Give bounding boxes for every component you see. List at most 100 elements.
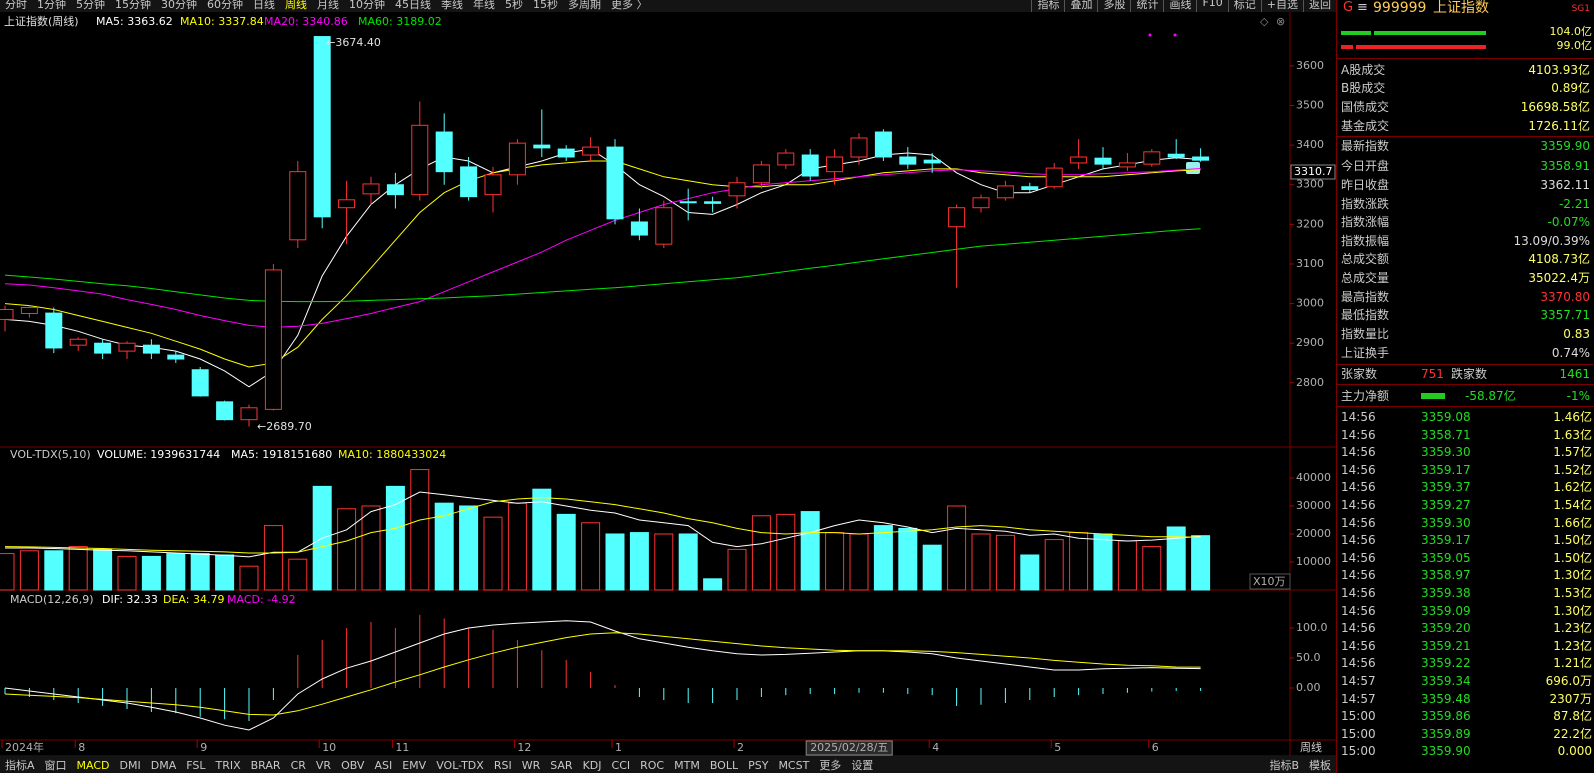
tool-button[interactable]: 标记 <box>1227 0 1261 12</box>
tool-button[interactable]: +自选 <box>1260 0 1303 12</box>
candle-body <box>704 201 722 204</box>
row-value: 4103.93亿 <box>1528 63 1590 77</box>
indicator-tabs: 指标A 窗口 MACD DMI DMA FSL TRIX BRAR CR VR OBV ASI EMV V… <box>0 756 1336 773</box>
volume-bar <box>1142 546 1162 591</box>
row-value: -0.07% <box>1547 215 1590 229</box>
separator <box>1337 58 1594 59</box>
period-button[interactable]: 10分钟 <box>349 0 385 11</box>
indicator-tab[interactable]: VR <box>315 759 332 772</box>
period-button[interactable]: 年线 <box>473 0 495 11</box>
volume-bar <box>0 553 15 591</box>
period-button[interactable]: 60分钟 <box>207 0 243 11</box>
indicator-tab[interactable]: 指标A <box>5 759 35 772</box>
period-button[interactable]: 日线 <box>253 0 275 11</box>
indicator-tab[interactable]: MCST <box>778 759 810 772</box>
indicator-tab[interactable]: CCI <box>611 759 631 772</box>
indicator-tab[interactable]: MACD <box>76 759 110 772</box>
indicator-tab[interactable]: WR <box>521 759 541 772</box>
tick-price: 3359.30 <box>1421 445 1471 460</box>
tick-time: 14:56 <box>1341 586 1376 600</box>
period-button[interactable]: 1分钟 <box>37 0 66 11</box>
candle-body <box>826 156 844 173</box>
indicator-tab[interactable]: DMA <box>150 759 177 772</box>
indicator-tab[interactable]: VOL-TDX <box>436 759 484 772</box>
row-value: 13.09/0.39% <box>1513 234 1590 248</box>
indicator-tab[interactable]: CR <box>290 759 306 772</box>
period-button[interactable]: 季线 <box>441 0 463 11</box>
tool-button[interactable]: 返回 <box>1303 0 1336 12</box>
indicator-tab[interactable]: FSL <box>186 759 206 772</box>
indicator-tab[interactable]: KDJ <box>582 759 602 772</box>
tick-price: 3359.09 <box>1421 603 1471 618</box>
row-label: 昨日收盘 <box>1341 178 1390 192</box>
tick-time: 14:56 <box>1341 550 1376 565</box>
tool-button[interactable]: 多股 <box>1097 0 1130 12</box>
indicator-tab[interactable]: EMV <box>402 759 427 772</box>
tick-volume: 1.30亿 <box>1553 568 1592 583</box>
indicator-tab[interactable]: RSI <box>493 759 512 772</box>
tick-volume: 1.30亿 <box>1553 603 1592 618</box>
volume-bar <box>776 513 796 591</box>
row-value: 1726.11亿 <box>1528 119 1590 133</box>
volume-bar <box>68 546 88 591</box>
tick-price: 3359.90 <box>1421 744 1471 759</box>
main-force-pct: -1% <box>1566 389 1590 403</box>
tool-button[interactable]: 统计 <box>1130 0 1163 12</box>
period-button[interactable]: 周线 <box>285 0 307 11</box>
period-button[interactable]: 分时 <box>5 0 27 11</box>
indicator-tab[interactable]: 设置 <box>851 759 874 772</box>
indicator-tab[interactable]: MTM <box>674 759 700 772</box>
volume-bar <box>1166 526 1186 591</box>
row-label: 指数振幅 <box>1341 234 1390 248</box>
tool-button[interactable]: F10 <box>1196 0 1227 12</box>
period-button[interactable]: 15分钟 <box>115 0 151 11</box>
indicator-tab[interactable]: BRAR <box>250 759 281 772</box>
period-button[interactable]: 5分钟 <box>76 0 105 11</box>
indicator-tab[interactable]: SAR <box>550 759 573 772</box>
period-button[interactable]: 30分钟 <box>161 0 197 11</box>
candle-body <box>191 369 209 397</box>
x-tick-label: 2024年 <box>5 740 44 754</box>
indicator-tab[interactable]: 模板 <box>1309 759 1331 772</box>
indicator-tab[interactable]: BOLL <box>709 759 739 772</box>
period-button[interactable]: 更多 〉 <box>611 0 648 11</box>
candle-body <box>435 131 453 173</box>
tool-button[interactable]: 画线 <box>1163 0 1196 12</box>
current-box <box>1290 164 1336 180</box>
volume-bar <box>800 511 820 591</box>
tick-volume: 87.8亿 <box>1553 709 1592 724</box>
volume-bar <box>654 533 674 591</box>
tick-volume: 1.57亿 <box>1553 445 1592 460</box>
period-button[interactable]: 45日线 <box>395 0 431 11</box>
tool-button[interactable]: 指标 <box>1031 0 1064 12</box>
indicator-tab[interactable]: 更多 <box>819 759 842 772</box>
x-tick-label: 9 <box>200 741 207 754</box>
indicator-tab[interactable]: TRIX <box>215 759 241 772</box>
tick-volume: 1.63亿 <box>1553 427 1592 442</box>
period-button[interactable]: 月线 <box>317 0 339 11</box>
indicator-tab[interactable]: DMI <box>119 759 141 772</box>
indicator-tab[interactable]: PSY <box>748 759 769 772</box>
row-value: 0.89亿 <box>1551 81 1590 95</box>
period-button[interactable]: 5秒 <box>505 0 523 11</box>
candle-body <box>728 182 746 197</box>
candle-body <box>630 221 648 236</box>
tick-time: 14:57 <box>1341 674 1376 688</box>
indicator-tab[interactable]: OBV <box>341 759 365 772</box>
period-button[interactable]: 15秒 <box>533 0 558 11</box>
y-tick-label: 2900 <box>1296 336 1324 349</box>
tick-volume: 1.23亿 <box>1553 638 1592 653</box>
indicator-tab[interactable]: ASI <box>374 759 393 772</box>
candle-body <box>0 309 14 320</box>
indicator-tab[interactable]: 指标B <box>1269 759 1299 772</box>
tick-time: 14:56 <box>1341 480 1376 495</box>
tool-button[interactable]: 叠加 <box>1064 0 1097 12</box>
tick-price: 3359.22 <box>1421 656 1471 671</box>
candle-body <box>777 152 795 166</box>
indicator-tab[interactable]: ROC <box>640 759 665 772</box>
y-tick-label: 3400 <box>1296 138 1324 151</box>
separator <box>1337 136 1594 137</box>
period-button[interactable]: 多周期 <box>568 0 601 11</box>
row-value: 3357.71 <box>1540 308 1590 322</box>
indicator-tab[interactable]: 窗口 <box>44 759 67 772</box>
